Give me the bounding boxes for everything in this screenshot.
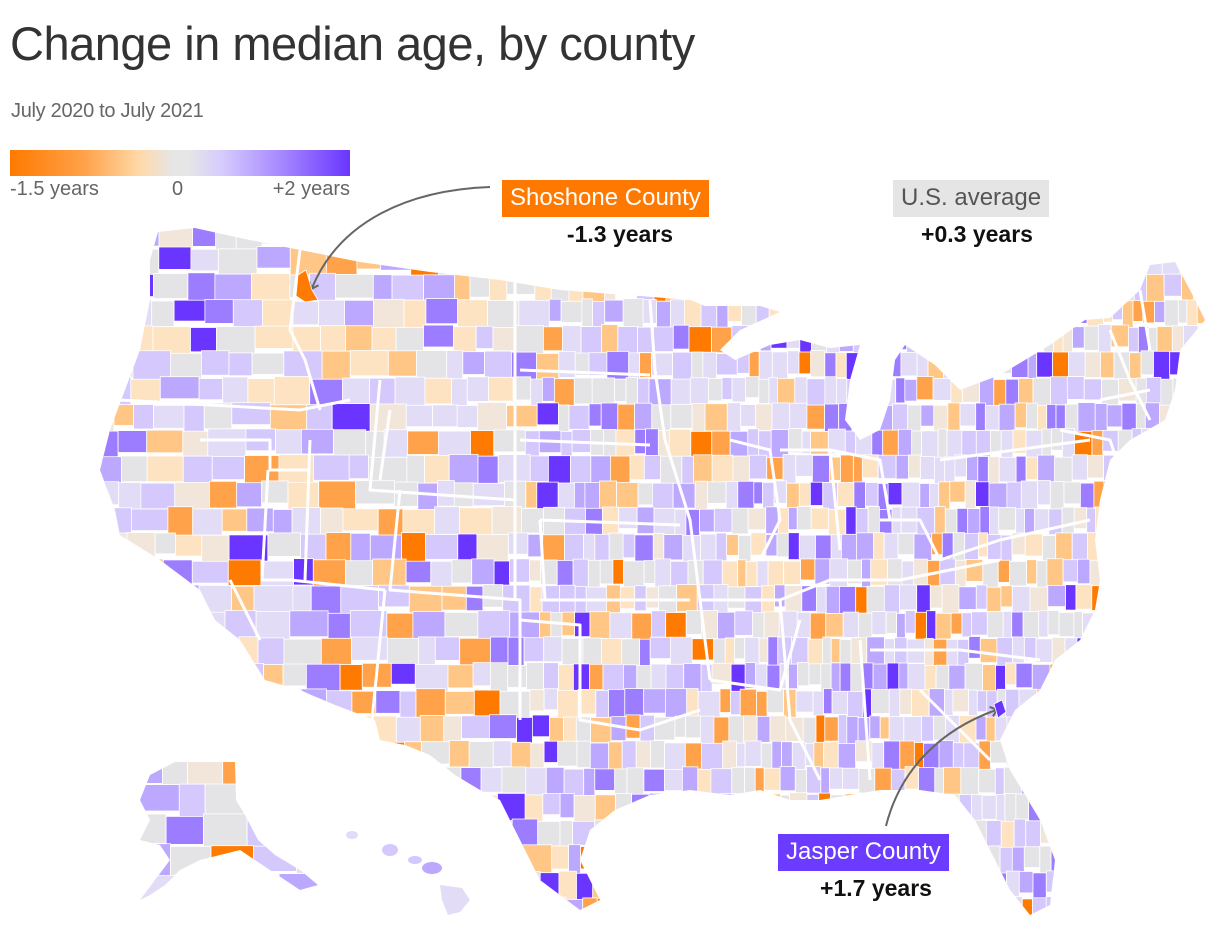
legend-mid-label: 0: [172, 178, 184, 200]
hawaii-counties: [346, 831, 470, 915]
us-average-label: U.S. average: [893, 180, 1050, 217]
legend-labels: -1.5 years 0 +2 years: [10, 176, 350, 202]
shoshone-county-highlight: [295, 269, 319, 303]
jasper-county-value: +1.7 years: [820, 875, 932, 901]
color-legend: -1.5 years 0 +2 years: [10, 150, 350, 202]
legend-max-label: +2 years: [272, 178, 350, 200]
chart-title: Change in median age, by county: [10, 17, 695, 70]
shoshone-arrow: [308, 186, 491, 291]
legend-gradient-bar: [10, 150, 350, 176]
shoshone-county-value: -1.3 years: [566, 221, 674, 247]
shoshone-county-label: Shoshone County: [502, 180, 709, 217]
us-average-value: +0.3 years: [921, 221, 1033, 247]
chart-subtitle: July 2020 to July 2021: [11, 100, 204, 122]
jasper-arrow: [885, 706, 999, 827]
legend-min-label: -1.5 years: [10, 178, 99, 200]
alaska-counties: [140, 762, 318, 900]
jasper-county-highlight: [993, 699, 1007, 719]
jasper-county-label: Jasper County: [778, 834, 949, 871]
state-borders: [119, 249, 1152, 781]
